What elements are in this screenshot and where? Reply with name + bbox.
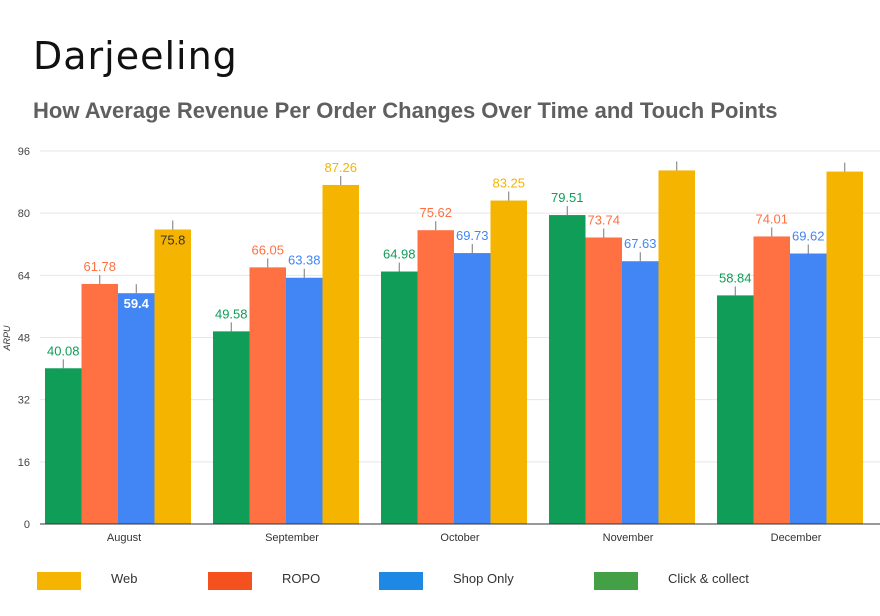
legend: Web ROPO Shop Only Click & collect xyxy=(37,571,749,590)
legend-swatch xyxy=(37,572,81,590)
legend-label: Click & collect xyxy=(668,571,749,586)
x-axis-categories: August September October November December xyxy=(107,532,822,544)
bar xyxy=(753,236,790,524)
y-axis-label: ARPU xyxy=(2,325,12,352)
legend-label: ROPO xyxy=(282,571,320,586)
data-label: 58.84 xyxy=(719,270,752,285)
bar xyxy=(717,295,754,524)
bar xyxy=(118,293,155,524)
data-label: 66.05 xyxy=(251,242,284,257)
data-label: 75.8 xyxy=(160,232,185,247)
bar xyxy=(286,277,323,524)
bar xyxy=(322,184,359,524)
data-label: 75.62 xyxy=(419,205,452,220)
x-tick-label: September xyxy=(265,532,319,544)
data-label: 73.74 xyxy=(587,212,620,227)
data-label: 59.4 xyxy=(124,296,150,311)
bar xyxy=(585,237,622,524)
data-label: 83.25 xyxy=(492,176,525,191)
y-tick-label: 0 xyxy=(24,519,30,531)
bar xyxy=(154,229,191,524)
y-tick-label: 16 xyxy=(18,457,30,469)
bar xyxy=(454,253,491,525)
data-label: 87.26 xyxy=(324,160,357,175)
data-label: 63.38 xyxy=(288,253,321,268)
legend-label: Web xyxy=(111,571,138,586)
bar xyxy=(490,200,527,524)
data-label: 79.51 xyxy=(551,190,584,205)
bar xyxy=(45,368,82,524)
data-label: 69.73 xyxy=(456,228,489,243)
x-tick-label: November xyxy=(603,532,654,544)
legend-swatch xyxy=(594,572,638,590)
bars xyxy=(45,170,863,525)
legend-label: Shop Only xyxy=(453,571,514,586)
chart-title: How Average Revenue Per Order Changes Ov… xyxy=(33,98,778,123)
data-label: 64.98 xyxy=(383,247,416,262)
legend-swatch xyxy=(208,572,252,590)
data-label: 49.58 xyxy=(215,306,248,321)
bar xyxy=(213,331,250,524)
data-label: 74.01 xyxy=(755,211,788,226)
y-axis-ticks: 0 16 32 48 64 80 96 xyxy=(18,146,30,531)
bar xyxy=(622,261,659,524)
y-tick-label: 64 xyxy=(18,270,30,282)
y-tick-label: 96 xyxy=(18,146,30,158)
bar xyxy=(790,253,827,524)
bar xyxy=(381,271,418,524)
y-tick-label: 80 xyxy=(18,208,30,220)
data-label: 40.08 xyxy=(47,343,80,358)
legend-swatch xyxy=(379,572,423,590)
bar xyxy=(658,170,695,525)
bar xyxy=(249,267,286,524)
data-label: 61.78 xyxy=(83,259,116,274)
bar xyxy=(81,283,118,524)
data-labels: 40.08 49.58 64.98 79.51 58.84 61.78 66.05 75.62… xyxy=(47,160,846,369)
x-tick-label: December xyxy=(771,532,822,544)
y-tick-label: 32 xyxy=(18,395,30,407)
data-label: 67.63 xyxy=(624,236,657,251)
bar xyxy=(417,230,454,524)
bar xyxy=(826,171,863,524)
x-tick-label: October xyxy=(440,532,479,544)
bar xyxy=(549,215,586,524)
data-label: 69.62 xyxy=(792,228,825,243)
brand-logo-text: Darjeeling xyxy=(33,34,238,78)
x-tick-label: August xyxy=(107,532,141,544)
y-tick-label: 48 xyxy=(18,333,30,345)
